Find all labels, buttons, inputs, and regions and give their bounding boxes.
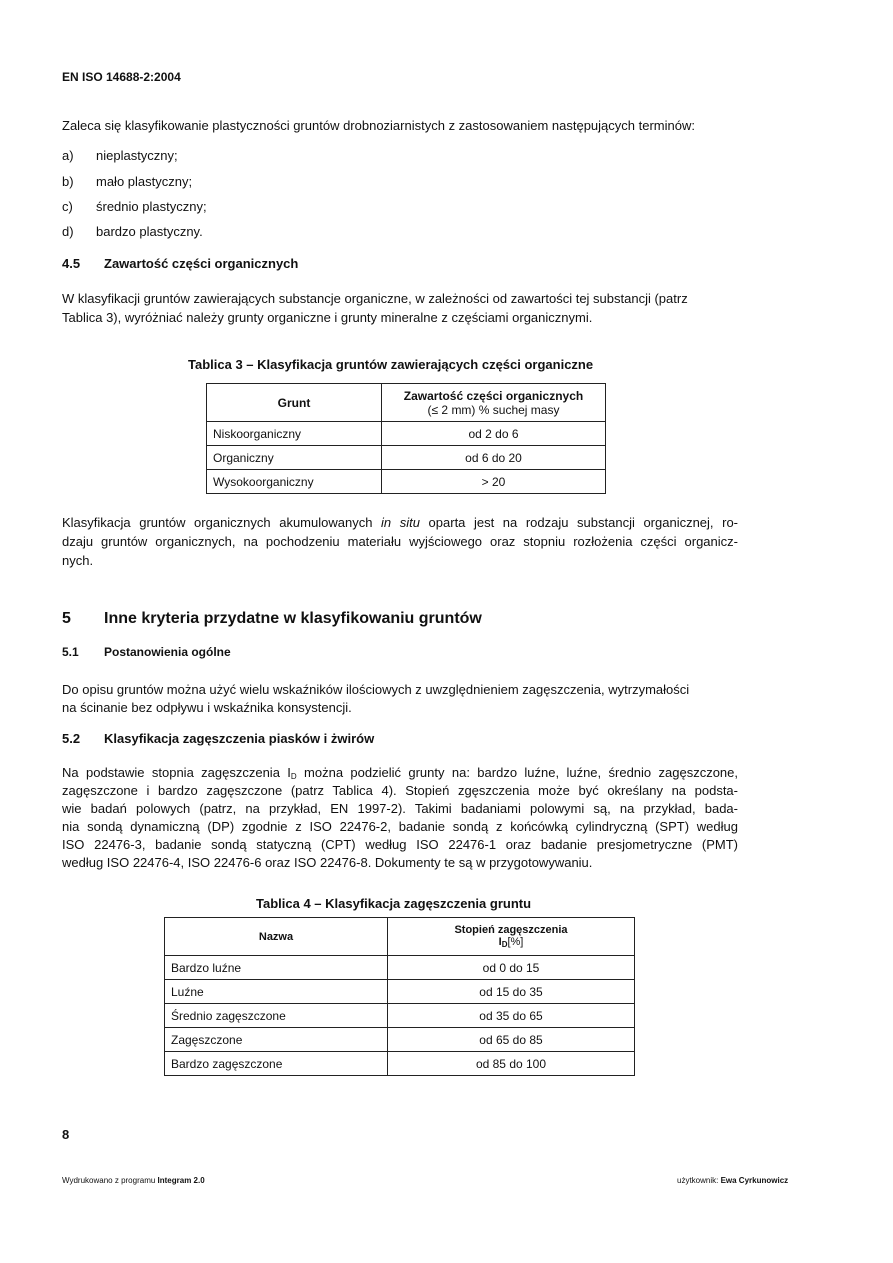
table-row: Organiczny od 6 do 20 bbox=[206, 445, 606, 470]
table3-caption: Tablica 3 – Klasyfikacja gruntów zawiera… bbox=[188, 357, 594, 372]
footer-right: użytkownik: Ewa Cyrkunowicz bbox=[677, 1176, 789, 1185]
paragraph-line: na ścinanie bez odpływu i wskaźnika kons… bbox=[62, 700, 352, 715]
list-item: d) bardzo plastyczny. bbox=[62, 224, 203, 239]
footer-left: Wydrukowano z programu Integram 2.0 bbox=[62, 1176, 205, 1185]
table4: Nazwa Stopień zagęszczenia ID[%] Bardzo l… bbox=[164, 917, 635, 1076]
paragraph-line: nia sondą dynamiczną (DP) zgodnie z ISO … bbox=[62, 819, 738, 834]
table4-caption: Tablica 4 – Klasyfikacja zagęszczenia gr… bbox=[256, 896, 532, 911]
list-item: a) nieplastyczny; bbox=[62, 148, 178, 163]
paragraph-line: Do opisu gruntów można użyć wielu wskaźn… bbox=[62, 682, 690, 697]
paragraph-line: ISO 22476-3, badanie sondą statyczną (CP… bbox=[62, 837, 738, 852]
table-header: Nazwa bbox=[164, 917, 388, 956]
paragraph-line: dzaju gruntów organicznych, na pochodzen… bbox=[62, 534, 738, 549]
paragraph-line: W klasyfikacji gruntów zawierających sub… bbox=[62, 291, 688, 306]
list-item: b) mało plastyczny; bbox=[62, 174, 193, 189]
intro-paragraph: Zaleca się klasyfikowanie plastyczności … bbox=[62, 118, 695, 133]
table-row: Niskoorganiczny od 2 do 6 bbox=[206, 421, 606, 446]
paragraph-line: Na podstawie stopnia zagęszczenia ID moż… bbox=[62, 765, 738, 781]
list-item: c) średnio plastyczny; bbox=[62, 199, 207, 214]
table-header: Stopień zagęszczenia ID[%] bbox=[387, 917, 635, 956]
paragraph-line: wie badań polowych (patrz, na przykład, … bbox=[62, 801, 738, 816]
paragraph-line: zagęszczone i bardzo zagęszczone (patrz … bbox=[62, 783, 738, 798]
table-row: Bardzo zagęszczone od 85 do 100 bbox=[164, 1051, 635, 1076]
paragraph-line: Klasyfikacja gruntów organicznych akumul… bbox=[62, 515, 739, 530]
table-header: Grunt bbox=[206, 383, 382, 422]
table-row: Średnio zagęszczone od 35 do 65 bbox=[164, 1003, 635, 1028]
section-heading-5-1: 5.1 Postanowienia ogólne bbox=[62, 645, 231, 659]
document-id: EN ISO 14688-2:2004 bbox=[62, 70, 181, 84]
section-heading-5-2: 5.2 Klasyfikacja zagęszczenia piasków i ż… bbox=[62, 731, 375, 746]
table-row: Bardzo luźne od 0 do 15 bbox=[164, 955, 635, 980]
paragraph-line: Tablica 3), wyróżniać należy grunty orga… bbox=[62, 310, 593, 325]
table-row: Zagęszczone od 65 do 85 bbox=[164, 1027, 635, 1052]
section-heading-4-5: 4.5 Zawartość części organicznych bbox=[62, 256, 299, 271]
table-row: Wysokoorganiczny > 20 bbox=[206, 469, 606, 494]
section-heading-5: 5 Inne kryteria przydatne w klasyfikowani… bbox=[62, 610, 482, 627]
table-row: Luźne od 15 do 35 bbox=[164, 979, 635, 1004]
paragraph-line: nych. bbox=[62, 553, 94, 568]
page-number: 8 bbox=[62, 1127, 70, 1142]
paragraph-line: według ISO 22476-4, ISO 22476-6 oraz ISO… bbox=[62, 855, 593, 870]
table3: Grunt Zawartość części organicznych (≤ 2 … bbox=[206, 383, 606, 494]
table-header: Zawartość części organicznych (≤ 2 mm) % … bbox=[381, 383, 606, 422]
